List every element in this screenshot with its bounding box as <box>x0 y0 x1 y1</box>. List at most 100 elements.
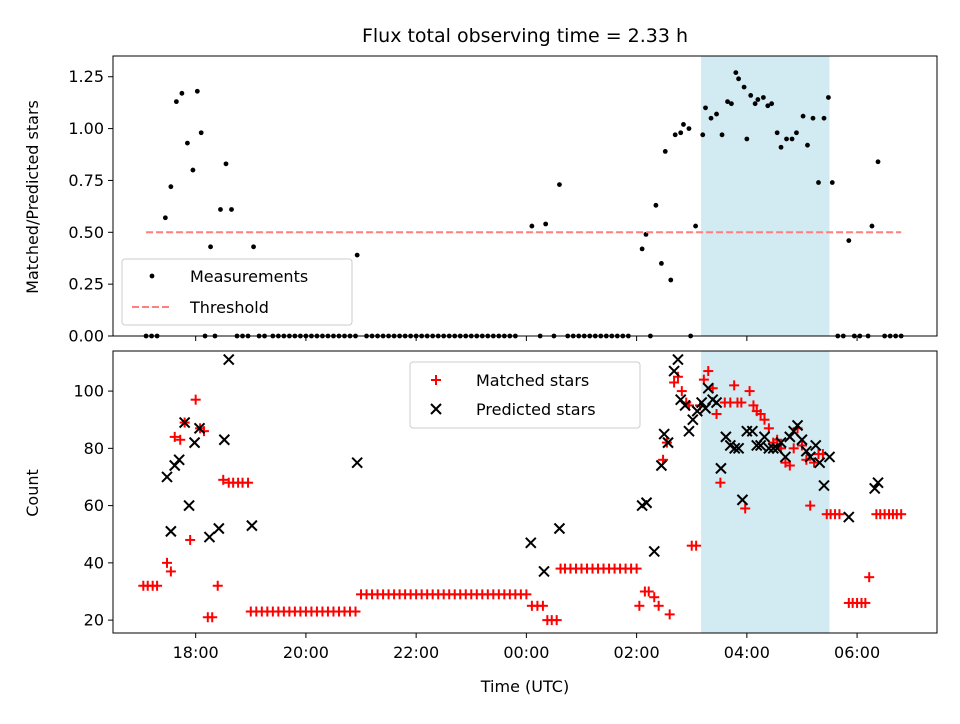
matched-star-point <box>653 600 664 611</box>
measurement-point <box>173 99 179 105</box>
predicted-star-mark-b <box>729 442 741 455</box>
measurement-point <box>223 161 229 167</box>
legend-measurement-marker <box>149 273 155 279</box>
predicted-star-mark-b <box>687 414 699 426</box>
predicted-star-mark-b <box>763 442 775 455</box>
predicted-star-point <box>538 565 550 578</box>
predicted-star-point <box>736 494 749 506</box>
matched-star-point <box>243 477 254 488</box>
top-y-tick-label: 1.25 <box>68 67 104 86</box>
matched-star-point <box>165 566 176 577</box>
chart-title: Flux total observing time = 2.33 h <box>362 25 688 47</box>
matched-star-point <box>175 434 186 445</box>
measurement-point <box>784 136 789 142</box>
predicted-star-mark-b <box>674 393 687 406</box>
x-tick-label: 18:00 <box>173 643 219 662</box>
predicted-star-mark-b <box>553 522 566 535</box>
predicted-star-mark-b <box>746 425 759 437</box>
measurement-point <box>678 130 684 136</box>
bottom-axes-frame <box>112 350 938 634</box>
predicted-star-point <box>658 428 670 440</box>
measurement-point <box>179 90 185 96</box>
measurement-point <box>639 246 645 252</box>
predicted-star-mark-b <box>193 422 206 435</box>
predicted-star-mark-b <box>784 431 796 443</box>
predicted-star-point <box>213 522 225 535</box>
legend-predicted-label: Predicted stars <box>476 400 596 419</box>
x-tick-label: 20:00 <box>283 643 329 662</box>
predicted-star-mark-b <box>771 442 783 455</box>
measurement-point <box>736 76 741 82</box>
predicted-star-point <box>702 382 714 394</box>
predicted-star-point <box>699 402 712 414</box>
measurement-point <box>826 95 831 100</box>
predicted-star-mark-b <box>683 425 695 437</box>
predicted-star-mark-b <box>188 436 201 449</box>
measurement-point <box>769 101 775 107</box>
measurement-point <box>543 221 549 227</box>
predicted-star-mark-b <box>183 499 195 512</box>
predicted-star-mark-b <box>203 531 216 543</box>
measurement-point <box>725 99 730 105</box>
predicted-star-point <box>758 431 771 443</box>
matched-star-point <box>796 440 807 451</box>
matched-star-point <box>152 580 163 591</box>
measurement-point <box>755 97 761 102</box>
predicted-star-point <box>648 545 660 558</box>
predicted-star-mark-b <box>767 442 780 455</box>
matched-star-point <box>755 408 766 419</box>
matched-star-point <box>711 408 722 419</box>
legend-predicted-marker-b <box>430 403 442 415</box>
predicted-star-point <box>679 399 691 412</box>
x-tick-label: 22:00 <box>393 643 439 662</box>
measurement-point <box>681 122 686 127</box>
measurement-point <box>672 132 678 138</box>
predicted-star-point <box>754 439 767 452</box>
predicted-star-point <box>525 537 537 549</box>
predicted-star-mark-b <box>715 462 727 475</box>
predicted-star-point <box>843 511 855 523</box>
measurement-point <box>729 101 734 107</box>
matched-star-point <box>691 540 702 551</box>
matched-star-point <box>740 503 751 514</box>
predicted-star-point <box>767 442 780 455</box>
matched-star-point <box>218 474 229 485</box>
matched-star-point <box>190 394 201 405</box>
measurement-point <box>198 130 204 136</box>
predicted-star-point <box>188 436 201 449</box>
predicted-star-point <box>715 462 727 475</box>
predicted-star-mark-b <box>813 456 826 469</box>
measurement-point <box>744 136 750 142</box>
predicted-star-point <box>720 431 732 443</box>
matched-star-point <box>162 557 173 568</box>
bottom-legend <box>409 361 641 429</box>
predicted-star-mark-b <box>823 451 836 463</box>
bottom-y-tick-label: 100 <box>73 382 104 401</box>
predicted-star-mark-b <box>724 439 737 452</box>
matched-star-point <box>715 477 726 488</box>
predicted-star-mark-b <box>165 525 177 538</box>
predicted-star-point <box>683 425 695 437</box>
measurement-point <box>653 202 659 208</box>
predicted-star-point <box>800 445 813 457</box>
predicted-star-point <box>173 454 185 466</box>
predicted-star-point <box>223 353 235 366</box>
matched-star-point <box>643 586 654 597</box>
predicted-star-mark-b <box>710 396 723 409</box>
predicted-star-point <box>791 419 804 432</box>
measurement-point <box>190 167 196 173</box>
matched-star-point <box>676 386 687 397</box>
matched-star-point <box>649 592 660 603</box>
matched-star-point <box>631 563 642 574</box>
matched-star-point <box>169 431 180 442</box>
predicted-star-point <box>710 396 723 409</box>
matched-star-point <box>198 426 209 437</box>
measurement-point <box>778 144 784 150</box>
x-tick-label: 04:00 <box>724 643 770 662</box>
measurement-point <box>662 149 668 154</box>
predicted-star-mark-b <box>787 425 800 437</box>
matched-star-point <box>537 600 548 611</box>
predicted-star-mark-b <box>538 565 550 578</box>
matched-star-point <box>788 443 799 454</box>
measurement-point <box>846 238 852 243</box>
